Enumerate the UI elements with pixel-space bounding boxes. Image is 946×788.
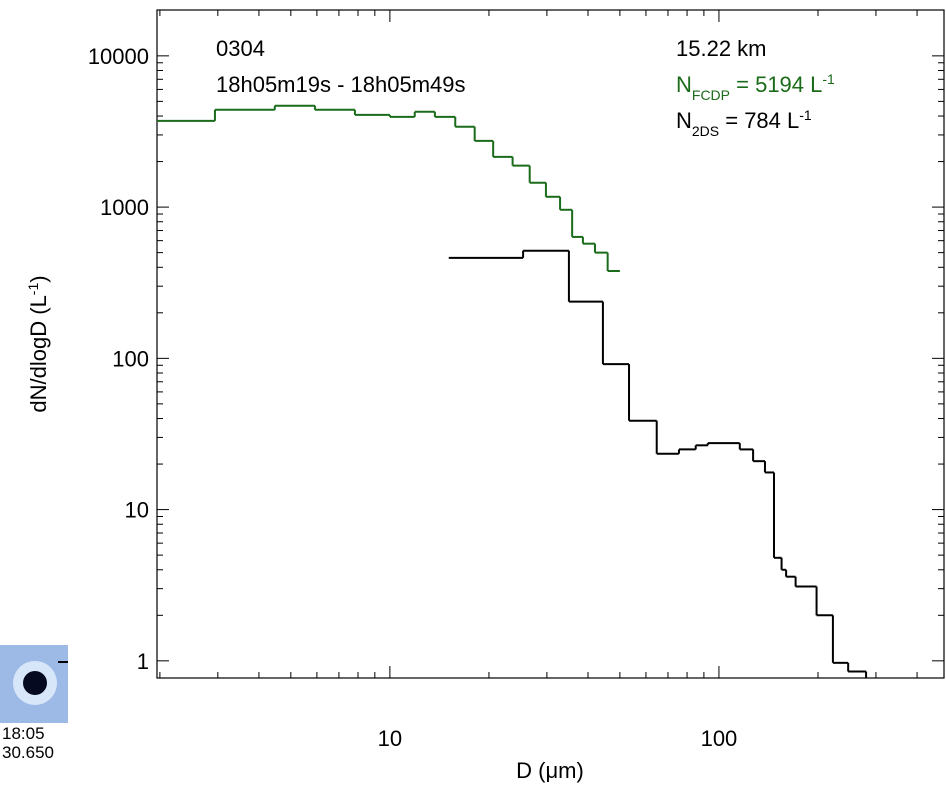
label-part: 2DS bbox=[692, 123, 719, 139]
x-tick-label: 100 bbox=[701, 726, 738, 751]
label-part: -1 bbox=[799, 107, 812, 123]
y-tick-label: 1000 bbox=[100, 195, 149, 220]
y-axis-label: dN/dlogD (L-1) bbox=[25, 275, 51, 412]
y-tick-label: 10000 bbox=[88, 44, 149, 69]
inset-dash bbox=[58, 661, 68, 663]
label-part: dN/dlogD (L bbox=[26, 295, 51, 412]
inset-time: 18:05 bbox=[2, 724, 45, 743]
x-axis-label: D (μm) bbox=[516, 758, 584, 783]
annotation-n-fcdp: NFCDP = 5194 L-1 bbox=[676, 71, 835, 103]
label-part: ) bbox=[26, 275, 51, 282]
y-tick-label: 1 bbox=[137, 649, 149, 674]
y-tick-label: 100 bbox=[112, 346, 149, 371]
inset-image: 18:05 30.650 bbox=[0, 645, 68, 762]
label-part: FCDP bbox=[692, 87, 730, 103]
label-part: = 5194 L bbox=[730, 72, 822, 97]
y-tick-label: 10 bbox=[125, 498, 149, 523]
label-part: N bbox=[676, 72, 692, 97]
label-part: -1 bbox=[822, 71, 835, 87]
annotation-id: 0304 bbox=[216, 36, 265, 61]
inset-stamp: 30.650 bbox=[2, 743, 54, 762]
label-part: -1 bbox=[25, 283, 41, 296]
inset-particle bbox=[23, 671, 47, 695]
annotation-n-2ds: N2DS = 784 L-1 bbox=[676, 107, 812, 139]
series-group bbox=[157, 104, 868, 678]
annotation-time: 18h05m19s - 18h05m49s bbox=[216, 72, 466, 97]
annotation-altitude: 15.22 km bbox=[676, 36, 767, 61]
label-part: N bbox=[676, 108, 692, 133]
inset-labels: 18:05 30.650 bbox=[2, 724, 54, 762]
label-part: = 784 L bbox=[719, 108, 799, 133]
plot-frame bbox=[156, 9, 945, 679]
x-tick-label: 10 bbox=[378, 726, 402, 751]
